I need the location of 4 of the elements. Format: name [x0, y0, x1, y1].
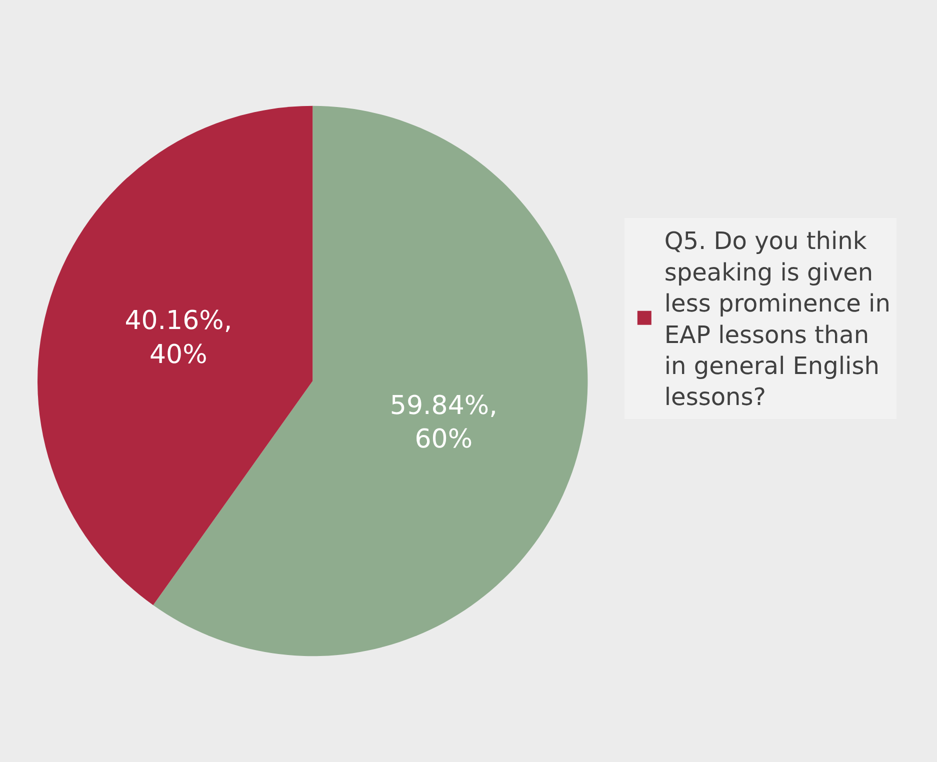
data-label: 59.84%, 60%	[390, 390, 498, 455]
legend-label: Q5. Do you think speaking is given less prominence in EAP lessons than in general English lessons?	[664, 227, 890, 412]
data-label: 40.16%, 40%	[124, 306, 232, 370]
pie-slice	[38, 106, 313, 606]
